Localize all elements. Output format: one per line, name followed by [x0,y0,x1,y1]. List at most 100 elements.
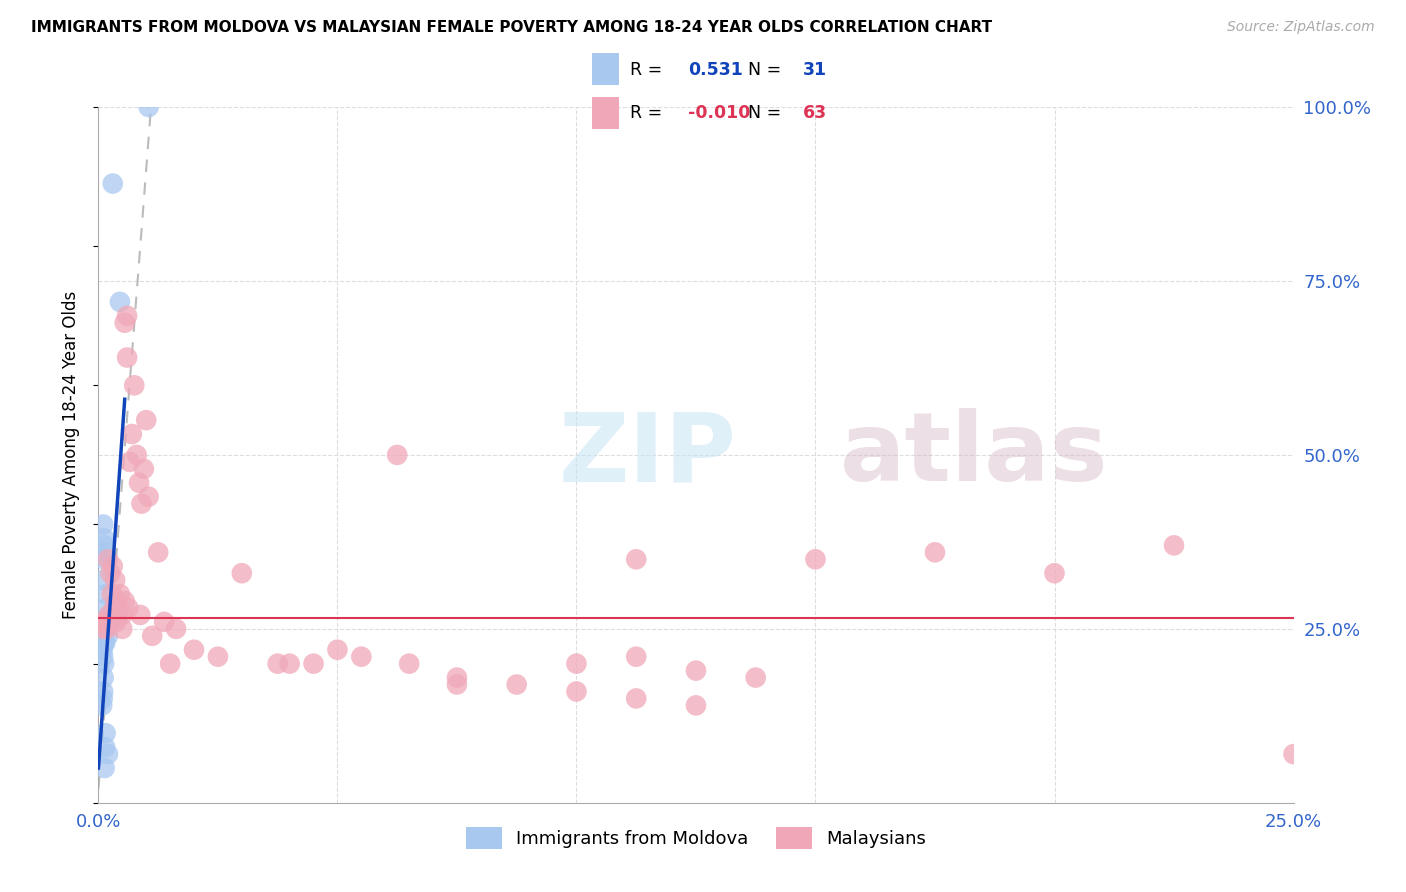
Point [565,684,588,698]
Point [91,691,114,706]
Point [94,636,117,650]
Point [94,615,117,629]
Point [103,601,125,615]
Point [626,552,648,566]
Point [125,448,148,462]
Point [94,545,117,559]
Text: N =: N = [748,61,787,78]
Text: 63: 63 [803,104,827,122]
Point [101,587,124,601]
Text: ZIP: ZIP [558,409,737,501]
Point [93,552,115,566]
Point [804,552,827,566]
Point [565,657,588,671]
Point [96,622,118,636]
Point [128,475,150,490]
Point [506,677,529,691]
Point [93,615,115,629]
Point [626,691,648,706]
Point [385,448,409,462]
Point [107,601,129,615]
Point [115,351,138,365]
Point [1163,538,1185,552]
Point [118,455,141,469]
Point [105,594,128,608]
Point [626,649,648,664]
Point [326,642,349,657]
Point [94,726,117,740]
Point [97,629,120,643]
Point [97,552,120,566]
Point [1043,566,1066,581]
Point [114,316,136,330]
Point [165,622,187,636]
Text: 31: 31 [803,61,827,78]
Point [93,671,115,685]
Point [91,684,114,698]
Point [94,601,117,615]
Point [183,642,205,657]
Point [105,615,128,629]
Point [97,607,120,622]
Point [398,657,420,671]
Point [924,545,946,559]
Point [91,573,114,587]
Point [114,594,136,608]
Point [93,532,115,546]
Point [93,761,115,775]
Text: N =: N = [748,104,787,122]
Text: -0.010: -0.010 [688,104,749,122]
Point [446,677,468,691]
Point [207,649,229,664]
Point [107,607,129,622]
Point [104,573,127,587]
Point [159,657,181,671]
Point [121,427,143,442]
Point [111,607,134,622]
Point [138,100,160,114]
Point [91,622,114,636]
Point [1282,747,1305,761]
Point [132,462,155,476]
Point [101,615,124,629]
Text: IMMIGRANTS FROM MOLDOVA VS MALAYSIAN FEMALE POVERTY AMONG 18-24 YEAR OLDS CORREL: IMMIGRANTS FROM MOLDOVA VS MALAYSIAN FEM… [31,20,993,35]
Point [117,601,139,615]
Text: atlas: atlas [839,409,1108,501]
Point [278,657,301,671]
Bar [592,97,619,129]
Point [350,649,373,664]
Point [446,671,468,685]
Point [685,664,707,678]
Point [745,671,768,685]
Point [148,545,170,559]
Point [93,657,115,671]
Point [91,698,114,713]
Point [93,622,115,636]
Point [91,649,114,664]
Point [101,177,124,191]
Point [685,698,707,713]
Point [94,740,117,755]
Point [91,642,114,657]
Point [129,607,152,622]
Point [131,497,153,511]
Point [93,636,115,650]
Point [91,517,114,532]
Point [108,587,131,601]
Point [231,566,253,581]
Point [96,622,118,636]
Point [97,747,120,761]
Point [111,622,134,636]
Point [108,294,131,309]
Legend: Immigrants from Moldova, Malaysians: Immigrants from Moldova, Malaysians [458,820,934,856]
Text: 0.531: 0.531 [688,61,742,78]
Point [124,378,146,392]
Point [96,615,118,629]
Point [93,538,115,552]
Point [138,490,160,504]
Point [153,615,176,629]
Y-axis label: Female Poverty Among 18-24 Year Olds: Female Poverty Among 18-24 Year Olds [62,291,80,619]
Point [98,607,122,622]
Point [135,413,157,427]
Text: Source: ZipAtlas.com: Source: ZipAtlas.com [1227,20,1375,34]
